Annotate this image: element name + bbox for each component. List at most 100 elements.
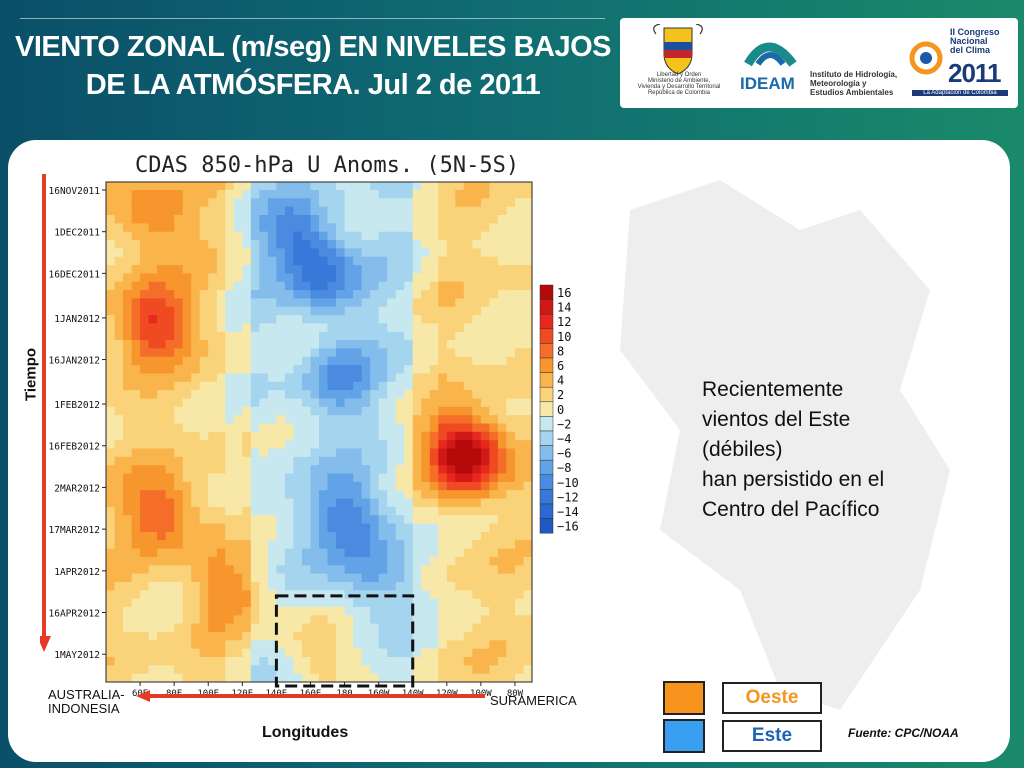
heatmap-cell (157, 581, 167, 591)
heatmap-cell (336, 306, 346, 316)
heatmap-cell (412, 490, 422, 500)
heatmap-cell (370, 440, 380, 450)
heatmap-cell (131, 506, 141, 516)
heatmap-cell (302, 606, 312, 616)
heatmap-cell (182, 506, 192, 516)
heatmap-cell (378, 523, 388, 533)
heatmap-cell (165, 190, 175, 199)
heatmap-cell (515, 248, 525, 258)
heatmap-cell (344, 673, 354, 682)
heatmap-cell (421, 265, 431, 274)
heatmap-cell (250, 373, 260, 383)
heatmap-cell (515, 331, 525, 341)
heatmap-cell (267, 256, 277, 266)
heatmap-cell (250, 231, 260, 241)
y-tick-label: 1DEC2011 (54, 228, 100, 239)
heatmap-cell (199, 298, 209, 308)
heatmap-cell (182, 190, 192, 199)
heatmap-cell (455, 373, 465, 383)
heatmap-cell (336, 215, 346, 224)
heatmap-cell (106, 423, 116, 433)
heatmap-cell (157, 323, 167, 333)
colorbar-label: 4 (557, 374, 564, 388)
heatmap-cell (395, 390, 405, 399)
heatmap-cell (480, 473, 490, 483)
heatmap-cell (429, 481, 439, 491)
heatmap-cell (293, 298, 303, 308)
heatmap-cell (489, 498, 499, 508)
heatmap-cell (344, 665, 354, 675)
heatmap-cell (421, 565, 431, 575)
heatmap-cell (455, 448, 465, 458)
heatmap-cell (361, 265, 371, 274)
heatmap-cell (140, 515, 150, 525)
heatmap-cell (284, 440, 294, 450)
heatmap-cell (523, 598, 532, 608)
heatmap-cell (421, 356, 431, 366)
heatmap-cell (446, 298, 456, 308)
heatmap-cell (506, 215, 516, 224)
heatmap-cell (353, 465, 363, 475)
heatmap-cell (106, 540, 116, 550)
heatmap-cell (302, 648, 312, 658)
heatmap-cell (404, 223, 414, 233)
heatmap-cell (395, 657, 405, 666)
heatmap-cell (267, 590, 277, 600)
heatmap-cell (438, 182, 448, 191)
heatmap-cell (114, 606, 124, 616)
heatmap-cell (387, 215, 397, 224)
colorbar-label: 10 (557, 330, 571, 344)
heatmap-cell (438, 615, 448, 625)
heatmap-cell (378, 340, 388, 349)
heatmap-cell (242, 348, 252, 358)
heatmap-cell (208, 581, 218, 591)
heatmap-cell (114, 231, 124, 241)
heatmap-cell (284, 340, 294, 349)
heatmap-cell (242, 182, 252, 191)
congreso-tagline: La Adaptación de Colombia (912, 90, 1008, 96)
heatmap-cell (395, 565, 405, 575)
heatmap-cell (148, 623, 158, 633)
heatmap-cell (412, 590, 422, 600)
heatmap-cell (267, 632, 277, 641)
heatmap-cell (191, 448, 201, 458)
colorbar-swatch (539, 313, 554, 330)
heatmap-cell (208, 531, 218, 541)
heatmap-cell (131, 290, 141, 299)
heatmap-cell (148, 306, 158, 316)
heatmap-cell (370, 465, 380, 475)
heatmap-cell (216, 456, 226, 466)
heatmap-cell (387, 473, 397, 483)
heatmap-cell (446, 632, 456, 641)
heatmap-cell (216, 198, 226, 208)
heatmap-cell (455, 657, 465, 666)
heatmap-cell (515, 573, 525, 583)
heatmap-cell (480, 590, 490, 600)
heatmap-cell (319, 598, 329, 608)
heatmap-cell (319, 498, 329, 508)
heatmap-cell (302, 365, 312, 374)
heatmap-cell (336, 506, 346, 516)
heatmap-cell (191, 281, 201, 291)
heatmap-cell (284, 506, 294, 516)
heatmap-cell (515, 640, 525, 650)
heatmap-cell (455, 423, 465, 433)
heatmap-cell (506, 206, 516, 216)
heatmap-cell (106, 465, 116, 475)
heatmap-cell (302, 373, 312, 383)
heatmap-cell (319, 348, 329, 358)
heatmap-cell (515, 265, 525, 274)
heatmap-cell (455, 256, 465, 266)
heatmap-cell (446, 531, 456, 541)
heatmap-cell (438, 632, 448, 641)
heatmap-cell (225, 273, 235, 283)
heatmap-cell (148, 290, 158, 299)
heatmap-cell (336, 665, 346, 675)
heatmap-cell (284, 198, 294, 208)
heatmap-cell (233, 198, 243, 208)
heatmap-cell (293, 281, 303, 291)
heatmap-cell (225, 465, 235, 475)
heatmap-cell (353, 348, 363, 358)
heatmap-cell (438, 415, 448, 425)
heatmap-cell (344, 540, 354, 550)
